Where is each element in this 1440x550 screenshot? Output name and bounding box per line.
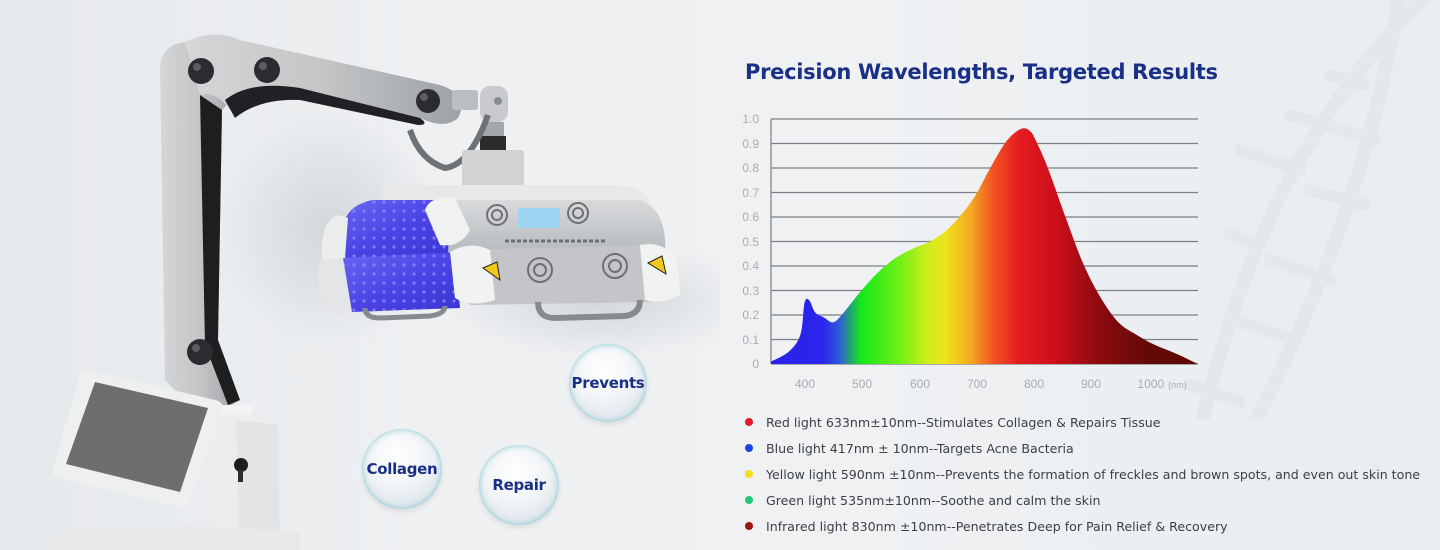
legend-item-yellow: Yellow light 590nm ±10nm--Prevents the f… bbox=[745, 461, 1420, 487]
legend-label: Green light 535nm±10nm--Soothe and calm … bbox=[766, 492, 1101, 508]
x-axis-unit: (nm) bbox=[1168, 380, 1187, 390]
legend-item-red: Red light 633nm±10nm--Stimulates Collage… bbox=[745, 409, 1420, 435]
y-tick-label: 0.6 bbox=[742, 210, 759, 224]
yellow-dot-icon bbox=[745, 470, 753, 478]
x-tick-label: 600 bbox=[909, 377, 931, 391]
x-tick-label: 500 bbox=[851, 377, 873, 391]
x-tick-label: 1000 (nm) bbox=[1137, 377, 1186, 391]
led-therapy-device-image bbox=[40, 34, 720, 550]
legend-label: Blue light 417nm ± 10nm--Targets Acne Ba… bbox=[766, 440, 1074, 456]
legend-item-infrared: Infrared light 830nm ±10nm--Penetrates D… bbox=[745, 513, 1420, 539]
bubble-label: Collagen bbox=[366, 460, 438, 478]
y-tick-label: 0.3 bbox=[742, 284, 759, 298]
x-tick-1000: 1000 bbox=[1137, 377, 1165, 391]
spectrum-chart bbox=[770, 118, 1198, 365]
dna-helix-background bbox=[1184, 0, 1431, 420]
legend-item-blue: Blue light 417nm ± 10nm--Targets Acne Ba… bbox=[745, 435, 1420, 461]
x-tick-label: 400 bbox=[794, 377, 816, 391]
y-tick-label: 0.7 bbox=[742, 186, 759, 200]
y-tick-label: 0.9 bbox=[742, 137, 759, 151]
y-tick-label: 0 bbox=[752, 357, 759, 371]
chart-legend: Red light 633nm±10nm--Stimulates Collage… bbox=[745, 409, 1420, 539]
y-tick-label: 0.8 bbox=[742, 161, 759, 175]
legend-label: Red light 633nm±10nm--Stimulates Collage… bbox=[766, 414, 1161, 430]
bubble-repair: Repair bbox=[479, 445, 559, 525]
bubble-prevents: Prevents bbox=[569, 344, 647, 422]
legend-item-green: Green light 535nm±10nm--Soothe and calm … bbox=[745, 487, 1420, 513]
bubble-label: Repair bbox=[492, 476, 546, 494]
red-dot-icon bbox=[745, 418, 753, 426]
y-tick-label: 0.4 bbox=[742, 259, 759, 273]
bubble-collagen: Collagen bbox=[362, 429, 442, 509]
green-dot-icon bbox=[745, 496, 753, 504]
y-tick-label: 0.1 bbox=[742, 333, 759, 347]
blue-dot-icon bbox=[745, 444, 753, 452]
chart-title: Precision Wavelengths, Targeted Results bbox=[745, 60, 1218, 84]
x-tick-label: 800 bbox=[1023, 377, 1045, 391]
y-tick-label: 1.0 bbox=[742, 112, 759, 126]
y-tick-label: 0.2 bbox=[742, 308, 759, 322]
infrared-dot-icon bbox=[745, 522, 753, 530]
x-tick-label: 900 bbox=[1080, 377, 1102, 391]
x-tick-label: 700 bbox=[966, 377, 988, 391]
bubble-label: Prevents bbox=[571, 374, 645, 392]
legend-label: Infrared light 830nm ±10nm--Penetrates D… bbox=[766, 518, 1228, 534]
legend-label: Yellow light 590nm ±10nm--Prevents the f… bbox=[766, 466, 1421, 482]
spectrum-area bbox=[771, 128, 1198, 364]
y-tick-label: 0.5 bbox=[742, 235, 759, 249]
